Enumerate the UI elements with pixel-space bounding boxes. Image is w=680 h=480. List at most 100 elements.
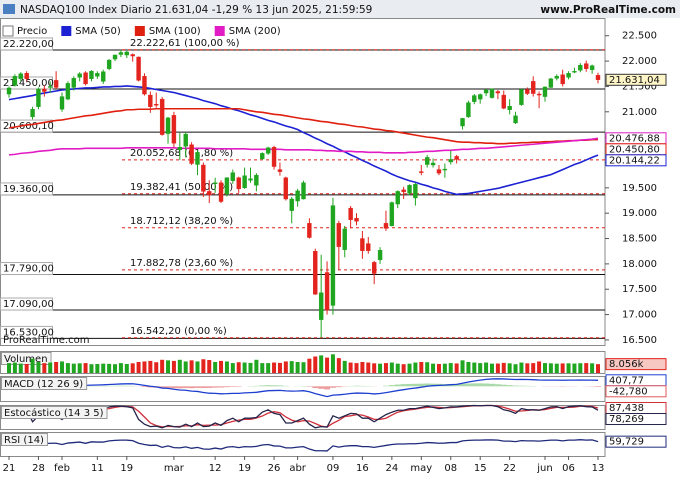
volume-bar [454,363,459,373]
candle-body [424,157,430,165]
pane-frame [0,18,606,346]
candle-body [389,202,395,227]
legend-swatch [214,26,225,36]
volume-bar [89,364,94,373]
candle-body [277,169,283,172]
volume-bar [177,359,182,373]
sma-line [8,107,599,145]
pane-title-box [1,406,108,419]
histogram-bar [518,385,525,387]
candle-body [254,174,259,186]
candle-body [519,89,524,105]
candle-body [360,238,365,251]
candle-body [95,73,100,77]
volume-bar [154,362,159,373]
volume-bar [307,358,312,373]
volume-bar [460,360,465,373]
x-tick-label: 08 [444,463,457,474]
volume-bar [183,361,188,373]
volume-bar [113,364,118,373]
level-label: 17.790,00 [3,264,54,275]
volume-bar [542,363,547,373]
volume-bar [489,363,494,373]
volume-bar [378,363,383,373]
x-tick-label: 12 [209,463,222,474]
candle-body [307,223,312,238]
fib-label: 19.382,41 (50,00 %) [130,182,233,193]
histogram-bar [424,383,431,387]
candle-body [154,103,159,106]
histogram-bar [353,385,360,387]
candle-body [53,80,59,88]
candle-body [136,56,141,81]
value-tag-box [605,435,667,448]
pane-frame [0,376,606,402]
y-tick-label: 22.000 [622,56,657,67]
histogram-bar [259,385,266,387]
candle-body [460,118,465,127]
x-tick-label: 19 [238,463,251,474]
candle-body [159,98,165,135]
volume-bar [30,358,35,373]
volume-bar [207,360,212,373]
histogram-bar [330,386,336,388]
histogram-bar [212,386,219,388]
candle-body [430,162,436,166]
candle-body [413,184,418,199]
candle-body [24,73,29,80]
candle-body [42,88,47,92]
volume-bar [77,363,82,373]
volume-bar [313,356,318,373]
candle-body [12,76,18,86]
candle-body [295,190,300,202]
x-tick-label: 06 [562,463,575,474]
volume-bar [24,363,29,373]
volume-bar [224,361,229,373]
value-tag-box [605,385,667,398]
volume-bar [407,363,412,373]
candle-body [548,78,554,88]
histogram-bar [182,386,189,389]
volume-bar [372,363,377,373]
histogram-bar [159,386,166,389]
level-label: 19.360,00 [3,184,54,195]
candle-body [212,182,218,184]
watermark: ProRealTime.com [3,335,89,346]
volume-bar [519,362,524,373]
volume-bar [584,363,589,373]
volume-bar [83,363,88,373]
pane-title: Volumen [4,354,48,365]
volume-bar [248,362,253,373]
volume-bar [301,362,306,373]
histogram-bar [123,385,130,387]
volume-bar [442,363,447,373]
candle-body [383,223,389,229]
x-tick-label: 13 [592,463,605,474]
candle-body [489,88,495,98]
header-site: www.ProRealTime.com [540,4,676,16]
pane-title: RSI (14) [4,435,44,446]
candle-body [260,153,265,160]
volume-bar [266,363,271,373]
volume-bar [213,362,218,373]
level-label-box [0,262,53,276]
volume-bar [431,363,436,373]
histogram-bar [400,384,407,387]
candle-body [248,178,253,181]
candle-body [483,89,489,94]
candle-body [130,54,135,57]
volume-bar [560,363,565,373]
histogram-bar [430,383,437,387]
volume-bar [18,363,23,373]
histogram-bar [176,386,183,389]
legend-swatch [134,26,145,36]
volume-bar [478,363,483,373]
histogram-bar [412,383,419,387]
candle-body [578,64,583,71]
histogram-bar [506,385,513,387]
candle-body [495,91,501,94]
volume-bar [295,362,300,373]
x-tick-label: 11 [91,463,104,474]
header-title: NASDAQ100 Index Diario 21.631,04 -1,29 %… [20,4,372,16]
x-tick-label: abr [289,463,306,474]
